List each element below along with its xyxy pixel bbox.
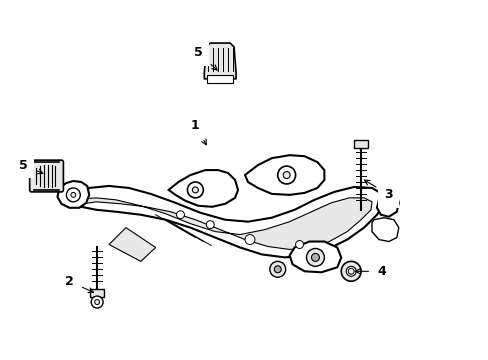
Circle shape	[283, 172, 289, 179]
Text: 3: 3	[364, 180, 392, 201]
Text: 5: 5	[20, 159, 43, 174]
Polygon shape	[289, 242, 341, 272]
Circle shape	[192, 187, 198, 193]
Text: 1: 1	[191, 119, 206, 145]
Text: 5: 5	[194, 46, 217, 70]
Circle shape	[341, 261, 360, 281]
Polygon shape	[376, 192, 398, 217]
Circle shape	[95, 300, 100, 305]
Polygon shape	[83, 198, 371, 249]
Bar	[207, 75, 233, 83]
Polygon shape	[109, 228, 155, 261]
Bar	[353, 140, 367, 148]
Text: 2: 2	[65, 275, 93, 293]
Polygon shape	[63, 186, 383, 257]
Circle shape	[176, 211, 184, 219]
Circle shape	[346, 266, 355, 276]
Circle shape	[311, 253, 319, 261]
Circle shape	[269, 261, 285, 277]
Circle shape	[244, 235, 254, 244]
Circle shape	[306, 248, 324, 266]
FancyBboxPatch shape	[30, 160, 63, 192]
Polygon shape	[168, 170, 238, 207]
Circle shape	[347, 268, 353, 274]
Circle shape	[66, 188, 80, 202]
Circle shape	[206, 221, 214, 229]
Circle shape	[71, 192, 76, 197]
Bar	[90, 289, 104, 297]
Circle shape	[295, 240, 303, 248]
Polygon shape	[371, 218, 398, 242]
Circle shape	[274, 266, 281, 273]
Polygon shape	[57, 181, 89, 208]
Polygon shape	[204, 43, 236, 79]
Circle shape	[187, 182, 203, 198]
Circle shape	[277, 166, 295, 184]
Circle shape	[91, 296, 103, 308]
Polygon shape	[244, 155, 324, 195]
Text: 4: 4	[354, 265, 386, 278]
